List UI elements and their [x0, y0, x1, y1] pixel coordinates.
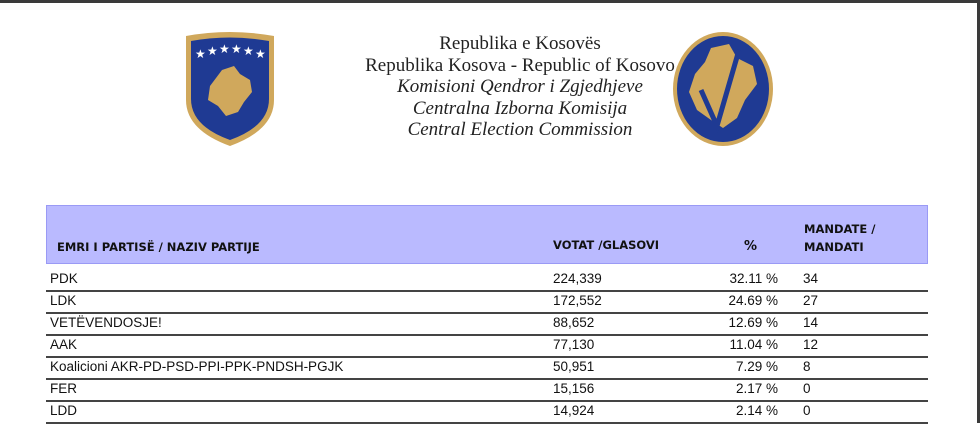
- svg-text:★: ★: [195, 47, 206, 61]
- commission-heading: Republika e Kosovës Republika Kosova - R…: [290, 33, 750, 141]
- seats-cell: 12: [803, 337, 819, 352]
- window-top-border: [0, 0, 980, 3]
- table-row: VETËVENDOSJE! 88,652 12.69 % 14: [46, 312, 928, 336]
- percent-cell: 2.14 %: [735, 403, 778, 418]
- heading-line-1: Republika e Kosovës: [439, 33, 601, 54]
- svg-text:★: ★: [219, 42, 230, 56]
- percent-cell: 12.69 %: [728, 315, 778, 330]
- party-name-cell: AAK: [50, 337, 78, 352]
- table-row: LDK 172,552 24.69 % 27: [46, 290, 928, 314]
- heading-line-2: Republika Kosova - Republic of Kosovo: [365, 54, 675, 76]
- percent-cell: 32.11 %: [729, 271, 778, 286]
- seats-cell: 14: [803, 315, 819, 330]
- percent-cell: 2.17 %: [735, 381, 778, 396]
- votes-cell: 88,652: [553, 315, 595, 330]
- column-header-votes: VOTAT /GLASOVI: [553, 238, 660, 252]
- svg-text:★: ★: [255, 47, 266, 61]
- election-commission-seal-icon: [673, 32, 773, 146]
- table-row: FER 15,156 2.17 % 0: [46, 378, 928, 402]
- svg-text:★: ★: [243, 44, 254, 58]
- seats-cell: 8: [803, 359, 811, 374]
- heading-line-3: Komisioni Qendror i Zgjedhjeve: [397, 76, 643, 97]
- heading-line-4: Centralna Izborna Komisija: [412, 97, 628, 119]
- percent-cell: 11.04 %: [729, 337, 778, 352]
- column-header-seats-line1: MANDATE /: [804, 222, 876, 236]
- votes-cell: 50,951: [553, 359, 595, 374]
- svg-text:★: ★: [231, 42, 242, 56]
- party-name-cell: FER: [50, 381, 77, 396]
- seats-cell: 0: [803, 403, 811, 418]
- seats-cell: 27: [803, 293, 819, 308]
- percent-cell: 7.29 %: [735, 359, 778, 374]
- votes-cell: 15,156: [553, 381, 595, 396]
- svg-text:★: ★: [207, 44, 218, 58]
- column-header-party-name: EMRI I PARTISË / NAZIV PARTIJE: [57, 240, 260, 254]
- votes-cell: 172,552: [553, 293, 602, 308]
- votes-cell: 224,339: [553, 271, 602, 286]
- heading-line-5: Central Election Commission: [407, 119, 633, 140]
- table-row: Koalicioni AKR-PD-PSD-PPI-PPK-PNDSH-PGJK…: [46, 356, 928, 380]
- party-name-cell: LDD: [50, 403, 78, 418]
- table-row: LDD 14,924 2.14 % 0: [46, 400, 928, 424]
- column-header-seats-line2: MANDATI: [804, 240, 864, 254]
- party-name-cell: VETËVENDOSJE!: [50, 315, 162, 330]
- table-header: EMRI I PARTISË / NAZIV PARTIJE VOTAT /GL…: [46, 205, 928, 264]
- seats-cell: 0: [803, 381, 811, 396]
- window-scrollbar-edge: [977, 0, 980, 423]
- party-name-cell: Koalicioni AKR-PD-PSD-PPI-PPK-PNDSH-PGJK: [50, 359, 344, 374]
- percent-cell: 24.69 %: [728, 293, 778, 308]
- votes-cell: 14,924: [553, 403, 595, 418]
- table-row: PDK 224,339 32.11 % 34: [46, 268, 928, 292]
- table-row: AAK 77,130 11.04 % 12: [46, 334, 928, 358]
- party-name-cell: LDK: [50, 293, 77, 308]
- column-header-percent: %: [744, 239, 758, 254]
- votes-cell: 77,130: [553, 337, 595, 352]
- kosovo-coat-of-arms-icon: ★ ★ ★ ★ ★ ★: [186, 32, 274, 146]
- seats-cell: 34: [803, 271, 819, 286]
- party-name-cell: PDK: [50, 271, 78, 286]
